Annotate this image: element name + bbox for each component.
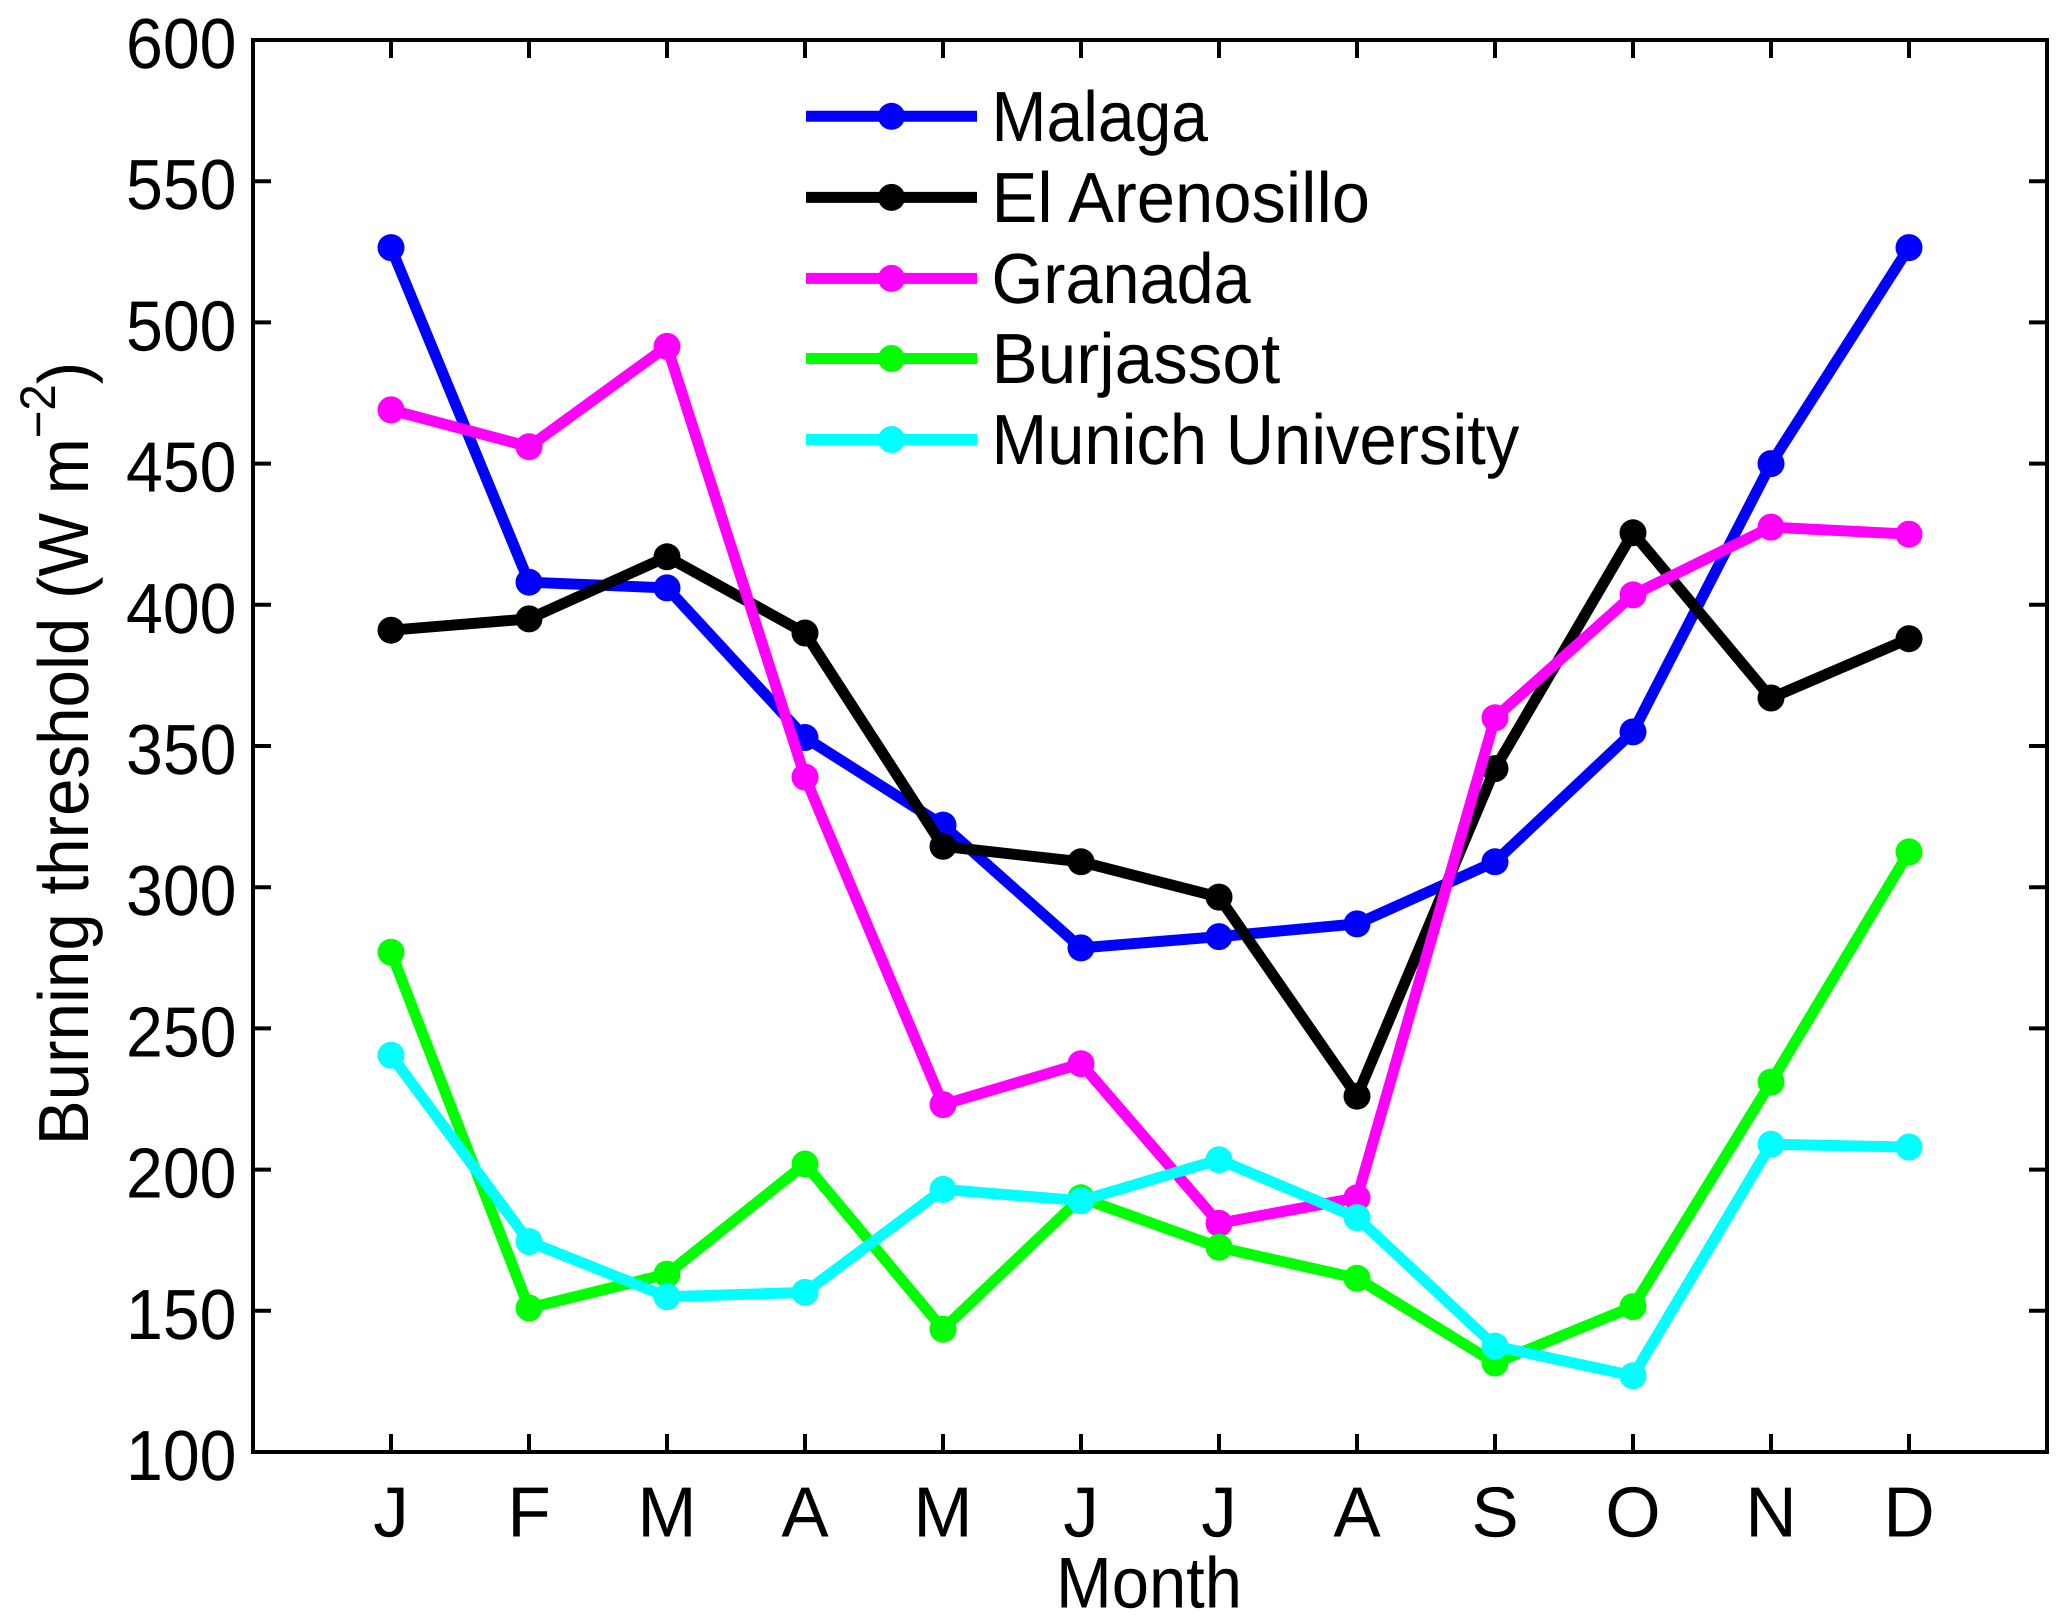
svg-text:Burning threshold (W m−2): Burning threshold (W m−2) — [10, 362, 104, 1145]
svg-text:250: 250 — [126, 993, 237, 1072]
svg-text:600: 600 — [126, 5, 237, 84]
svg-text:400: 400 — [126, 570, 237, 649]
svg-text:J: J — [373, 1474, 409, 1553]
svg-text:M: M — [913, 1474, 972, 1553]
svg-text:A: A — [781, 1474, 829, 1553]
svg-text:100: 100 — [126, 1417, 237, 1496]
svg-text:350: 350 — [126, 711, 237, 790]
svg-text:J: J — [1201, 1474, 1237, 1553]
svg-text:Malaga: Malaga — [992, 78, 1209, 157]
svg-text:A: A — [1333, 1474, 1381, 1553]
svg-text:550: 550 — [126, 146, 237, 225]
svg-text:O: O — [1605, 1474, 1660, 1553]
svg-text:M: M — [637, 1474, 696, 1553]
svg-text:Month: Month — [1056, 1544, 1242, 1624]
svg-text:200: 200 — [126, 1135, 237, 1214]
svg-text:J: J — [1063, 1474, 1099, 1553]
svg-text:500: 500 — [126, 287, 237, 366]
svg-text:S: S — [1471, 1474, 1518, 1553]
svg-text:El Arenosillo: El Arenosillo — [992, 159, 1371, 238]
svg-text:450: 450 — [126, 429, 237, 508]
svg-text:Burjassot: Burjassot — [992, 320, 1281, 399]
svg-text:150: 150 — [126, 1276, 237, 1355]
svg-text:N: N — [1745, 1474, 1796, 1553]
svg-text:300: 300 — [126, 852, 237, 931]
svg-text:Munich University: Munich University — [992, 401, 1520, 480]
svg-text:Granada: Granada — [992, 240, 1252, 319]
svg-text:D: D — [1883, 1474, 1934, 1553]
svg-text:F: F — [507, 1474, 550, 1553]
